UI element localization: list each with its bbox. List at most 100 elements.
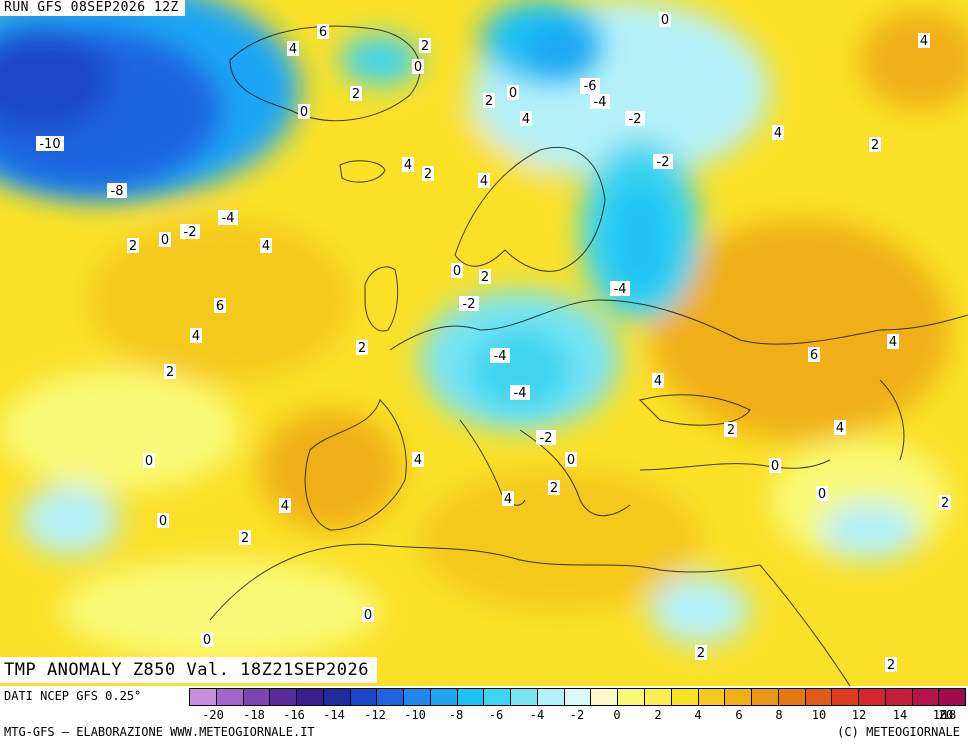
map-value-label: 2: [939, 495, 951, 511]
map-value-label: -4: [510, 385, 530, 401]
anomaly-map: 64202-6-4004-6-10202-8-4-2-20-2424-44204…: [0, 0, 968, 686]
svg-text:-2: -2: [463, 297, 476, 312]
scale-swatch: [270, 689, 298, 705]
svg-text:-8: -8: [111, 184, 124, 199]
map-value-label: -2: [536, 430, 556, 446]
svg-text:2: 2: [727, 423, 735, 438]
scale-swatch: [778, 689, 806, 705]
map-value-label: 4: [190, 328, 202, 344]
svg-text:-10: -10: [39, 137, 60, 152]
cold-anomaly-sahara: [650, 575, 750, 645]
scale-swatch: [671, 689, 699, 705]
svg-text:0: 0: [509, 86, 517, 101]
svg-text:0: 0: [453, 264, 461, 279]
scale-swatch: [297, 689, 324, 705]
svg-text:2: 2: [424, 167, 432, 182]
svg-text:4: 4: [889, 335, 897, 350]
map-value-label: 2: [869, 137, 881, 153]
map-value-label: 2: [239, 530, 251, 546]
scale-swatch: [859, 689, 886, 705]
coastline-north-africa: [209, 543, 761, 621]
map-value-label: 6: [808, 347, 820, 363]
scale-swatch: [885, 689, 913, 705]
svg-text:4: 4: [192, 329, 200, 344]
scale-swatch: [752, 689, 779, 705]
map-value-label: 4: [478, 173, 490, 189]
svg-text:2: 2: [550, 481, 558, 496]
map-value-label: 0: [507, 85, 519, 101]
scale-swatch: [243, 689, 271, 705]
map-value-label: 2: [885, 657, 897, 673]
svg-text:4: 4: [836, 421, 844, 436]
scale-swatch: [564, 689, 592, 705]
credit-left: MTG-GFS – ELABORAZIONE WWW.METEOGIORNALE…: [4, 725, 315, 739]
map-value-label: -2: [180, 224, 200, 240]
svg-text:-2: -2: [540, 431, 553, 446]
map-value-label: 2: [164, 364, 176, 380]
svg-text:4: 4: [522, 112, 530, 127]
svg-text:0: 0: [771, 459, 779, 474]
coastline-caspian: [879, 379, 905, 461]
map-value-label: 2: [350, 86, 362, 102]
map-value-label: 4: [887, 334, 899, 350]
coastline-black-sea: [639, 394, 751, 426]
coastline-iceland: [339, 160, 386, 183]
deepest-cold-canada: [0, 30, 110, 130]
scale-tick-label: 6: [735, 708, 743, 722]
map-value-label: 4: [918, 33, 930, 49]
svg-text:4: 4: [281, 499, 289, 514]
scale-tick-label: 8: [775, 708, 783, 722]
map-value-label: 6: [214, 298, 226, 314]
scale-swatch: [216, 689, 244, 705]
cold-anomaly-svalbard: [340, 35, 420, 85]
scale-swatch: [618, 689, 646, 705]
svg-text:4: 4: [504, 492, 512, 507]
map-value-label: 4: [520, 111, 532, 127]
map-value-label: 2: [419, 38, 431, 54]
map-value-label: 2: [479, 269, 491, 285]
svg-text:2: 2: [166, 365, 174, 380]
scale-swatch: [190, 689, 217, 705]
map-value-label: -6: [580, 78, 600, 94]
coastline-europe: [389, 299, 968, 351]
scale-swatch: [430, 689, 458, 705]
map-value-label: -10: [36, 136, 64, 152]
svg-text:0: 0: [661, 13, 669, 28]
coastline-scandinavia: [454, 146, 606, 272]
map-value-label: 4: [287, 41, 299, 57]
map-value-label: 0: [201, 632, 213, 648]
scale-tick-label: 20: [938, 708, 954, 722]
svg-text:4: 4: [774, 126, 782, 141]
map-value-label: -4: [590, 94, 610, 110]
coastline-red-sea: [759, 564, 851, 686]
scale-swatch: [832, 689, 860, 705]
data-source-label: DATI NCEP GFS 0.25°: [4, 689, 142, 703]
map-value-label: 4: [279, 498, 291, 514]
map-value-label: -2: [459, 296, 479, 312]
map-value-label: -8: [107, 183, 127, 199]
scale-swatch: [698, 689, 726, 705]
warm-anomaly-iberia: [260, 410, 400, 530]
map-value-label: 2: [483, 93, 495, 109]
map-value-label: 4: [502, 491, 514, 507]
map-value-label: 4: [260, 238, 272, 254]
svg-text:0: 0: [364, 608, 372, 623]
scale-swatch: [350, 689, 378, 705]
svg-text:0: 0: [161, 233, 169, 248]
scale-swatch: [457, 689, 485, 705]
scale-swatch: [537, 689, 565, 705]
cold-anomaly-arabia: [820, 500, 920, 560]
svg-text:0: 0: [159, 514, 167, 529]
svg-text:2: 2: [941, 496, 949, 511]
map-value-label: 0: [157, 513, 169, 529]
scale-tick-label: -10: [404, 708, 426, 722]
scale-tick-label: 12: [851, 708, 867, 722]
map-value-label: 2: [725, 422, 737, 438]
map-value-label: 2: [548, 480, 560, 496]
scale-swatch: [645, 689, 672, 705]
map-value-label: 4: [834, 420, 846, 436]
svg-text:2: 2: [358, 341, 366, 356]
map-value-label: 0: [298, 104, 310, 120]
svg-text:-4: -4: [614, 282, 627, 297]
scale-tick-label: 0: [613, 708, 621, 722]
